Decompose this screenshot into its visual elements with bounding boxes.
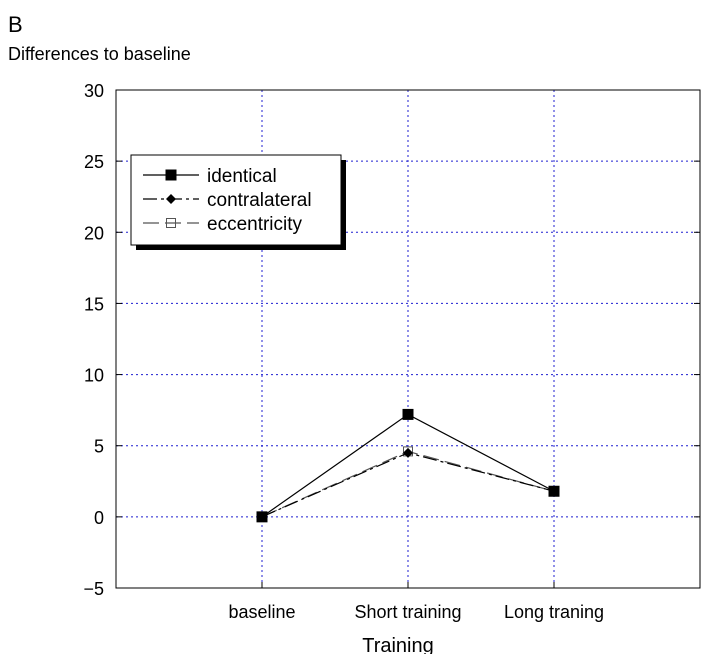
x-axis-title: Training (362, 635, 434, 654)
series-line-contralateral (261, 452, 555, 518)
data-point-diamond (166, 194, 176, 204)
y-tick-label: 0 (94, 508, 104, 528)
legend-label: identical (207, 166, 277, 187)
x-tick-label: Long traning (504, 602, 604, 622)
grid-lines (116, 90, 700, 588)
panel-letter: B (8, 12, 23, 37)
y-tick-label: 30 (84, 81, 104, 101)
y-tick-label: 20 (84, 223, 104, 243)
y-tick-label: 10 (84, 366, 104, 386)
series-layer (256, 408, 560, 523)
y-tick-label: −5 (83, 579, 104, 599)
legend-label: eccentricity (207, 214, 303, 235)
legend-label: contralateral (207, 190, 312, 211)
data-point-square (548, 485, 560, 497)
data-point-square (402, 408, 414, 420)
y-tick-label: 15 (84, 294, 104, 314)
x-axis-ticks: baseline Short training Long traning (228, 582, 604, 622)
x-tick-label: Short training (354, 602, 461, 622)
data-point-square (256, 511, 268, 523)
chart-title: Differences to baseline (8, 44, 191, 64)
data-point-square (165, 169, 177, 181)
series-identical (256, 408, 560, 523)
y-axis-ticks: −5 0 5 10 15 20 25 30 (83, 81, 700, 599)
y-tick-label: 5 (94, 437, 104, 457)
legend: identical contralateral eccentricity (130, 154, 346, 250)
x-tick-label: baseline (228, 602, 295, 622)
data-point-diamond (403, 447, 413, 458)
y-tick-label: 25 (84, 152, 104, 172)
data-point-open-square (166, 218, 176, 228)
